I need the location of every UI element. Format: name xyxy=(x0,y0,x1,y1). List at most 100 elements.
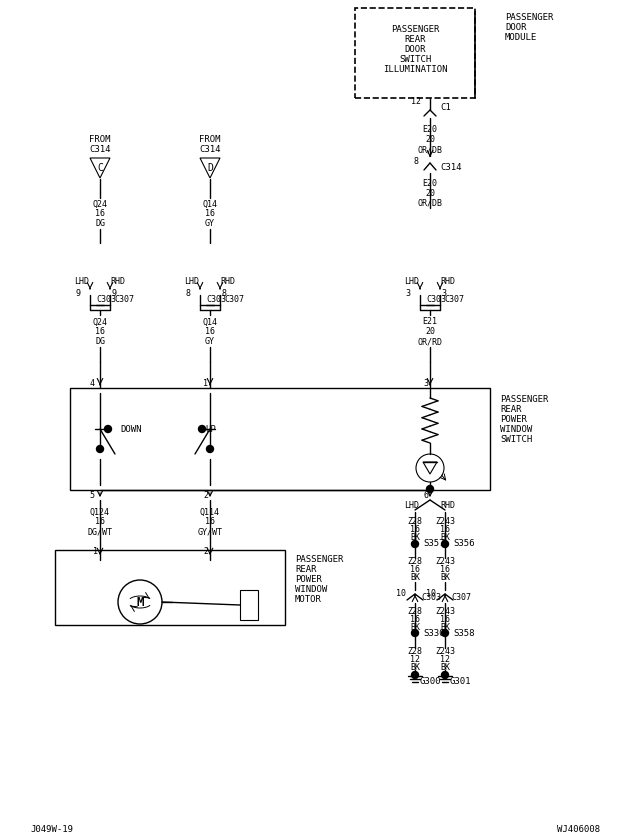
Text: E20: E20 xyxy=(422,179,438,187)
Text: 3: 3 xyxy=(406,289,410,299)
Text: WINDOW: WINDOW xyxy=(500,425,532,435)
Text: Z243: Z243 xyxy=(435,648,455,656)
Text: BK: BK xyxy=(440,623,450,633)
Text: RHD: RHD xyxy=(221,278,236,286)
Text: 2: 2 xyxy=(204,492,209,501)
Text: 20: 20 xyxy=(425,327,435,336)
Text: LHD: LHD xyxy=(404,501,419,509)
Text: UP: UP xyxy=(205,425,216,434)
Text: S330: S330 xyxy=(423,628,445,638)
Text: Z28: Z28 xyxy=(408,648,422,656)
Text: 12: 12 xyxy=(440,655,450,664)
Text: C314: C314 xyxy=(199,145,221,154)
Text: Q14: Q14 xyxy=(202,317,218,326)
Text: REAR: REAR xyxy=(295,565,317,575)
Text: POWER: POWER xyxy=(295,576,322,585)
Text: 8: 8 xyxy=(221,289,227,299)
Text: Z28: Z28 xyxy=(408,607,422,617)
Text: REAR: REAR xyxy=(404,35,426,44)
Text: FROM: FROM xyxy=(89,136,111,144)
Text: Z243: Z243 xyxy=(435,557,455,566)
Text: 16: 16 xyxy=(440,525,450,534)
Text: LHD: LHD xyxy=(404,278,419,286)
Text: WJ406008: WJ406008 xyxy=(557,826,600,835)
Text: 16: 16 xyxy=(95,210,105,218)
Text: 1: 1 xyxy=(204,378,209,388)
Text: 1: 1 xyxy=(93,548,99,556)
Text: 20: 20 xyxy=(425,189,435,197)
Text: Q14: Q14 xyxy=(202,200,218,209)
Text: Q24: Q24 xyxy=(93,200,108,209)
Text: LHD: LHD xyxy=(184,278,200,286)
Circle shape xyxy=(104,425,111,432)
Text: 16: 16 xyxy=(205,518,215,527)
Text: E20: E20 xyxy=(422,126,438,134)
Text: Z28: Z28 xyxy=(408,557,422,566)
Text: C307: C307 xyxy=(451,593,471,602)
Text: RHD: RHD xyxy=(111,278,125,286)
Text: 9: 9 xyxy=(76,289,81,299)
Text: J049W-19: J049W-19 xyxy=(30,826,73,835)
Text: GY/WT: GY/WT xyxy=(198,528,223,536)
Text: DG: DG xyxy=(95,337,105,347)
Text: DG: DG xyxy=(95,220,105,228)
Text: Z243: Z243 xyxy=(435,518,455,527)
Text: 16: 16 xyxy=(440,565,450,575)
Text: C307: C307 xyxy=(114,294,134,304)
Text: 10: 10 xyxy=(426,590,436,598)
Text: BK: BK xyxy=(410,664,420,673)
Text: D: D xyxy=(207,163,213,173)
Text: 6: 6 xyxy=(424,492,429,501)
Text: S357: S357 xyxy=(423,539,445,549)
Text: GY: GY xyxy=(205,220,215,228)
Text: 16: 16 xyxy=(410,565,420,575)
Text: PASSENGER: PASSENGER xyxy=(391,25,439,34)
Text: G301: G301 xyxy=(450,678,472,686)
Circle shape xyxy=(207,446,214,452)
Text: C307: C307 xyxy=(224,294,244,304)
Text: FROM: FROM xyxy=(199,136,221,144)
Text: C303: C303 xyxy=(421,593,441,602)
Text: 3: 3 xyxy=(424,378,429,388)
Text: DOOR: DOOR xyxy=(404,45,426,55)
Text: 12: 12 xyxy=(411,97,421,107)
Text: DG/WT: DG/WT xyxy=(88,528,113,536)
Text: C: C xyxy=(97,163,103,173)
Text: GY: GY xyxy=(205,337,215,347)
Text: 16: 16 xyxy=(410,525,420,534)
Circle shape xyxy=(412,671,419,679)
Text: BK: BK xyxy=(410,574,420,582)
Text: 10: 10 xyxy=(396,590,406,598)
Text: M: M xyxy=(136,596,144,608)
Text: MODULE: MODULE xyxy=(505,34,537,43)
Text: 16: 16 xyxy=(205,327,215,336)
Text: 8: 8 xyxy=(413,158,419,166)
Text: Q124: Q124 xyxy=(90,508,110,517)
Text: OR/RD: OR/RD xyxy=(417,337,442,347)
Text: C303: C303 xyxy=(96,294,116,304)
Text: RHD: RHD xyxy=(440,278,456,286)
Text: Z243: Z243 xyxy=(435,607,455,617)
Text: 16: 16 xyxy=(205,210,215,218)
Circle shape xyxy=(412,629,419,637)
Text: 4: 4 xyxy=(90,378,95,388)
Text: C307: C307 xyxy=(444,294,464,304)
Text: C303: C303 xyxy=(206,294,226,304)
Text: 16: 16 xyxy=(440,616,450,624)
Text: RHD: RHD xyxy=(440,501,456,509)
Text: 16: 16 xyxy=(410,616,420,624)
Text: BK: BK xyxy=(410,534,420,543)
Text: Q24: Q24 xyxy=(93,317,108,326)
Text: S356: S356 xyxy=(453,539,474,549)
Text: BK: BK xyxy=(410,623,420,633)
Text: 9: 9 xyxy=(111,289,116,299)
Circle shape xyxy=(97,446,104,452)
Text: PASSENGER: PASSENGER xyxy=(500,395,548,404)
Text: DOOR: DOOR xyxy=(505,23,527,33)
Text: G300: G300 xyxy=(420,678,442,686)
Text: POWER: POWER xyxy=(500,415,527,425)
Circle shape xyxy=(442,540,449,548)
Text: LHD: LHD xyxy=(74,278,90,286)
Text: C314: C314 xyxy=(89,145,111,154)
Text: C303: C303 xyxy=(426,294,446,304)
